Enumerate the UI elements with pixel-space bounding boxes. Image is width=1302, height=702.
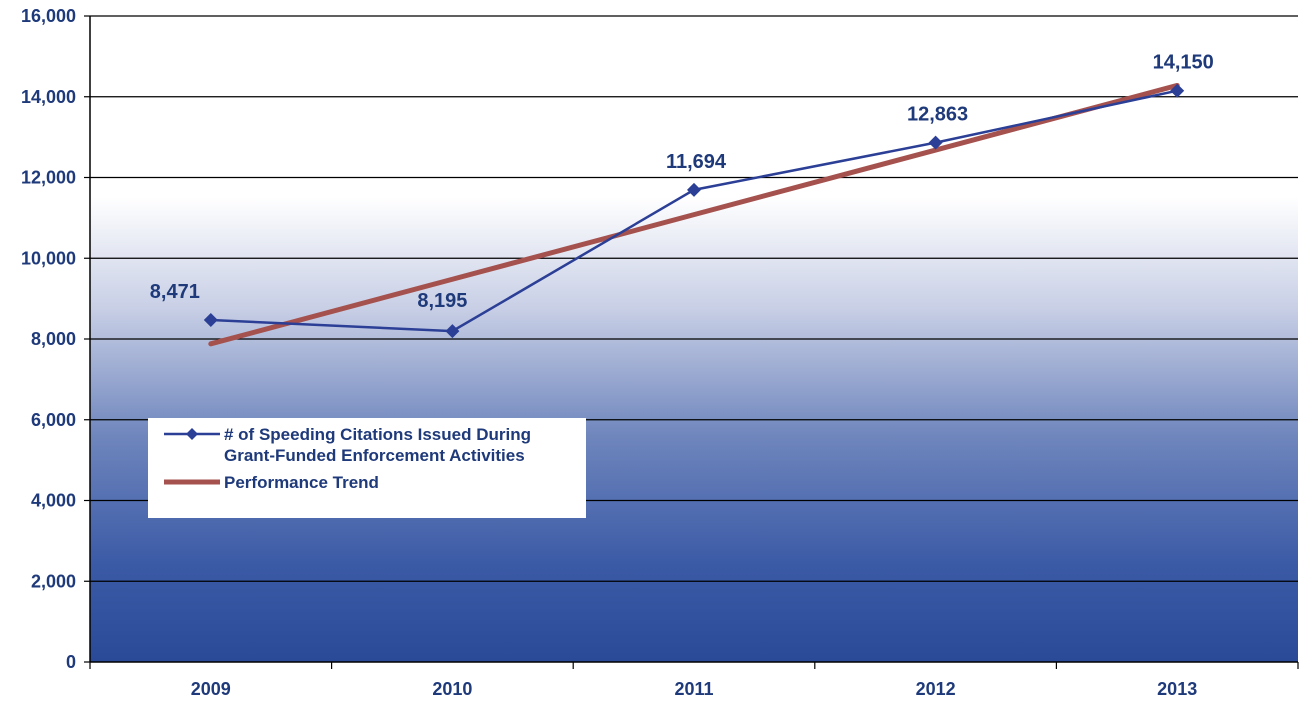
trend-line — [208, 82, 1180, 347]
x-tick-label: 2013 — [1157, 679, 1197, 699]
data-label: 12,863 — [907, 104, 968, 126]
data-point-marker — [203, 312, 218, 327]
legend-item-trend: Performance Trend — [158, 472, 576, 493]
legend-item-citations: # of Speeding Citations Issued During Gr… — [158, 424, 576, 466]
x-tick-label: 2011 — [674, 679, 713, 699]
y-tick-label: 0 — [66, 652, 76, 672]
data-labels: 8,471 8,195 11,694 12,863 14,150 — [150, 52, 1214, 312]
legend-label-trend: Performance Trend — [224, 473, 379, 492]
y-tick-label: 16,000 — [21, 6, 76, 26]
y-axis-labels: 0 2,000 4,000 6,000 8,000 10,000 12,000 14,000 1… — [21, 6, 76, 672]
legend: # of Speeding Citations Issued During Gr… — [148, 418, 586, 518]
x-tick-label: 2009 — [191, 679, 231, 699]
data-point-marker — [687, 182, 701, 197]
x-axis-labels: 2009 2010 2011 2012 2013 — [191, 679, 1197, 699]
x-tick-label: 2010 — [432, 679, 472, 699]
data-point-marker — [1170, 83, 1185, 98]
citations-series — [203, 83, 1185, 339]
y-tick-label: 14,000 — [21, 87, 76, 107]
data-label: 8,471 — [150, 281, 200, 303]
axes — [84, 15, 1299, 669]
data-point-marker — [445, 324, 460, 339]
legend-swatch-citations — [164, 428, 220, 440]
y-tick-label: 12,000 — [21, 168, 76, 188]
data-label: 8,195 — [417, 290, 467, 312]
data-point-marker — [928, 135, 943, 150]
legend-swatch-trend — [164, 479, 220, 485]
data-label: 14,150 — [1153, 52, 1214, 74]
x-tick-label: 2012 — [916, 679, 956, 699]
y-tick-label: 6,000 — [31, 410, 76, 430]
y-tick-label: 8,000 — [31, 329, 76, 349]
trend-series — [208, 82, 1180, 347]
data-label: 11,694 — [666, 151, 727, 173]
legend-label-citations: # of Speeding Citations Issued During Gr… — [224, 425, 531, 465]
y-tick-label: 2,000 — [31, 571, 76, 591]
y-tick-label: 4,000 — [31, 491, 76, 511]
y-tick-label: 10,000 — [21, 248, 76, 268]
